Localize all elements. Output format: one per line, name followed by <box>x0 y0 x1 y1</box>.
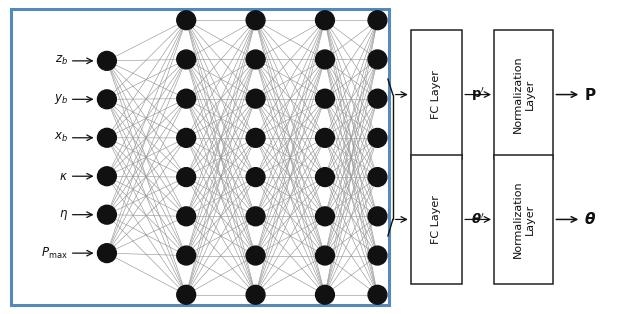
Circle shape <box>97 51 116 70</box>
Circle shape <box>97 244 116 263</box>
Text: $P_{\mathrm{max}}$: $P_{\mathrm{max}}$ <box>41 246 68 261</box>
Text: $\boldsymbol{\theta}'$: $\boldsymbol{\theta}'$ <box>471 212 485 227</box>
Circle shape <box>368 89 387 108</box>
FancyBboxPatch shape <box>494 155 554 284</box>
Circle shape <box>368 50 387 69</box>
Text: $y_b$: $y_b$ <box>54 92 68 106</box>
Text: $\mathbf{P}$: $\mathbf{P}$ <box>584 87 596 103</box>
Circle shape <box>177 128 196 147</box>
Circle shape <box>316 168 334 187</box>
Text: FC Layer: FC Layer <box>431 195 442 244</box>
Circle shape <box>246 128 265 147</box>
Circle shape <box>246 207 265 226</box>
Circle shape <box>177 11 196 30</box>
Text: FC Layer: FC Layer <box>431 70 442 119</box>
Circle shape <box>246 50 265 69</box>
FancyBboxPatch shape <box>411 30 462 159</box>
Circle shape <box>177 207 196 226</box>
Circle shape <box>246 246 265 265</box>
Circle shape <box>177 50 196 69</box>
FancyBboxPatch shape <box>494 30 554 159</box>
Circle shape <box>177 285 196 304</box>
Circle shape <box>368 11 387 30</box>
Circle shape <box>316 128 334 147</box>
Circle shape <box>316 285 334 304</box>
Text: Normalization
Layer: Normalization Layer <box>513 56 535 133</box>
Circle shape <box>246 89 265 108</box>
Circle shape <box>246 168 265 187</box>
Circle shape <box>246 285 265 304</box>
Circle shape <box>97 205 116 224</box>
Circle shape <box>316 11 334 30</box>
Circle shape <box>177 89 196 108</box>
Circle shape <box>177 168 196 187</box>
Circle shape <box>316 207 334 226</box>
Circle shape <box>316 246 334 265</box>
Circle shape <box>316 50 334 69</box>
FancyBboxPatch shape <box>11 9 389 305</box>
Text: $\mathbf{p}'$: $\mathbf{p}'$ <box>471 86 485 103</box>
Text: $\kappa$: $\kappa$ <box>59 170 68 183</box>
Circle shape <box>177 246 196 265</box>
Circle shape <box>246 11 265 30</box>
Circle shape <box>368 128 387 147</box>
Circle shape <box>316 89 334 108</box>
Circle shape <box>368 168 387 187</box>
Text: $z_b$: $z_b$ <box>54 54 68 68</box>
Circle shape <box>368 285 387 304</box>
Text: $\eta$: $\eta$ <box>59 208 68 222</box>
FancyBboxPatch shape <box>411 155 462 284</box>
Circle shape <box>368 207 387 226</box>
Text: Normalization
Layer: Normalization Layer <box>513 181 535 258</box>
Circle shape <box>97 128 116 147</box>
Circle shape <box>97 167 116 186</box>
Text: $x_b$: $x_b$ <box>54 131 68 144</box>
Text: $\boldsymbol{\theta}$: $\boldsymbol{\theta}$ <box>584 211 596 227</box>
Circle shape <box>97 90 116 109</box>
Circle shape <box>368 246 387 265</box>
